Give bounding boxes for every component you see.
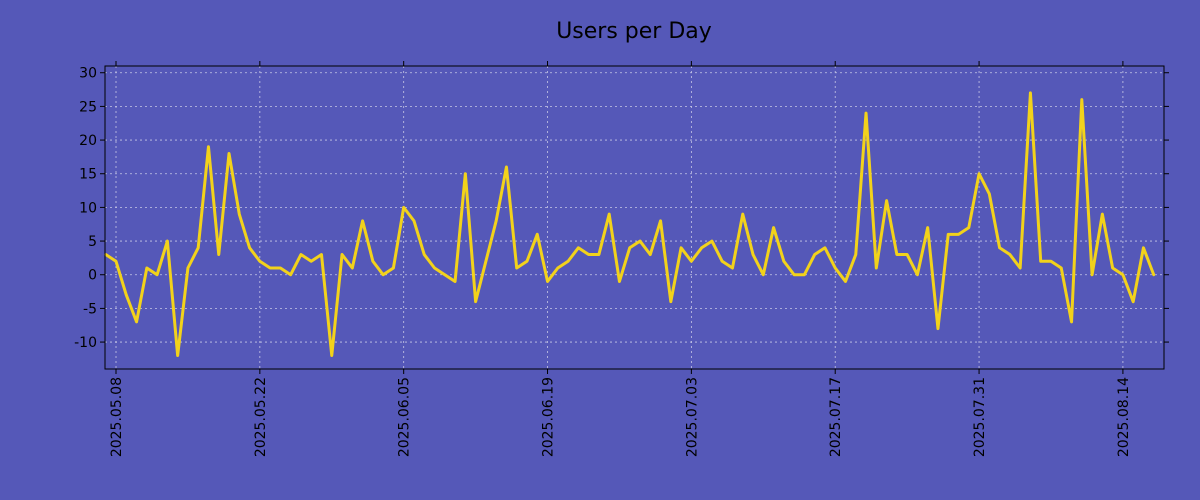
x-tick-label: 2025.06.05 [397, 377, 413, 457]
x-tick-label: 2025.07.31 [972, 377, 988, 457]
y-tick-label: 5 [88, 234, 97, 250]
y-tick-label: 0 [88, 268, 97, 284]
y-tick-label: 15 [79, 167, 97, 183]
y-tick-label: -10 [74, 335, 97, 351]
y-tick-label: 30 [79, 66, 97, 82]
x-tick-label: 2025.05.22 [253, 377, 269, 457]
y-tick-label: 10 [79, 200, 97, 216]
y-tick-label: 25 [79, 99, 97, 115]
y-tick-label: 20 [79, 133, 97, 149]
x-tick-label: 2025.06.19 [541, 377, 557, 457]
series-line-users [104, 91, 1156, 358]
x-tick-label: 2025.07.17 [828, 377, 844, 457]
grid-layer [105, 66, 1164, 369]
x-tick-label: 2025.08.14 [1116, 377, 1132, 457]
series-layer [104, 91, 1156, 358]
y-tick-label: -5 [83, 301, 97, 317]
plot-frame [104, 65, 1165, 370]
axis-layer: -10 -5 0 5 10 15 20 25 30 2025.05.08 2025.05.22 202… [74, 61, 1169, 457]
x-tick-label: 2025.05.08 [109, 377, 125, 457]
chart-title: Users per Day [556, 19, 712, 44]
x-tick-label: 2025.07.03 [684, 377, 700, 457]
